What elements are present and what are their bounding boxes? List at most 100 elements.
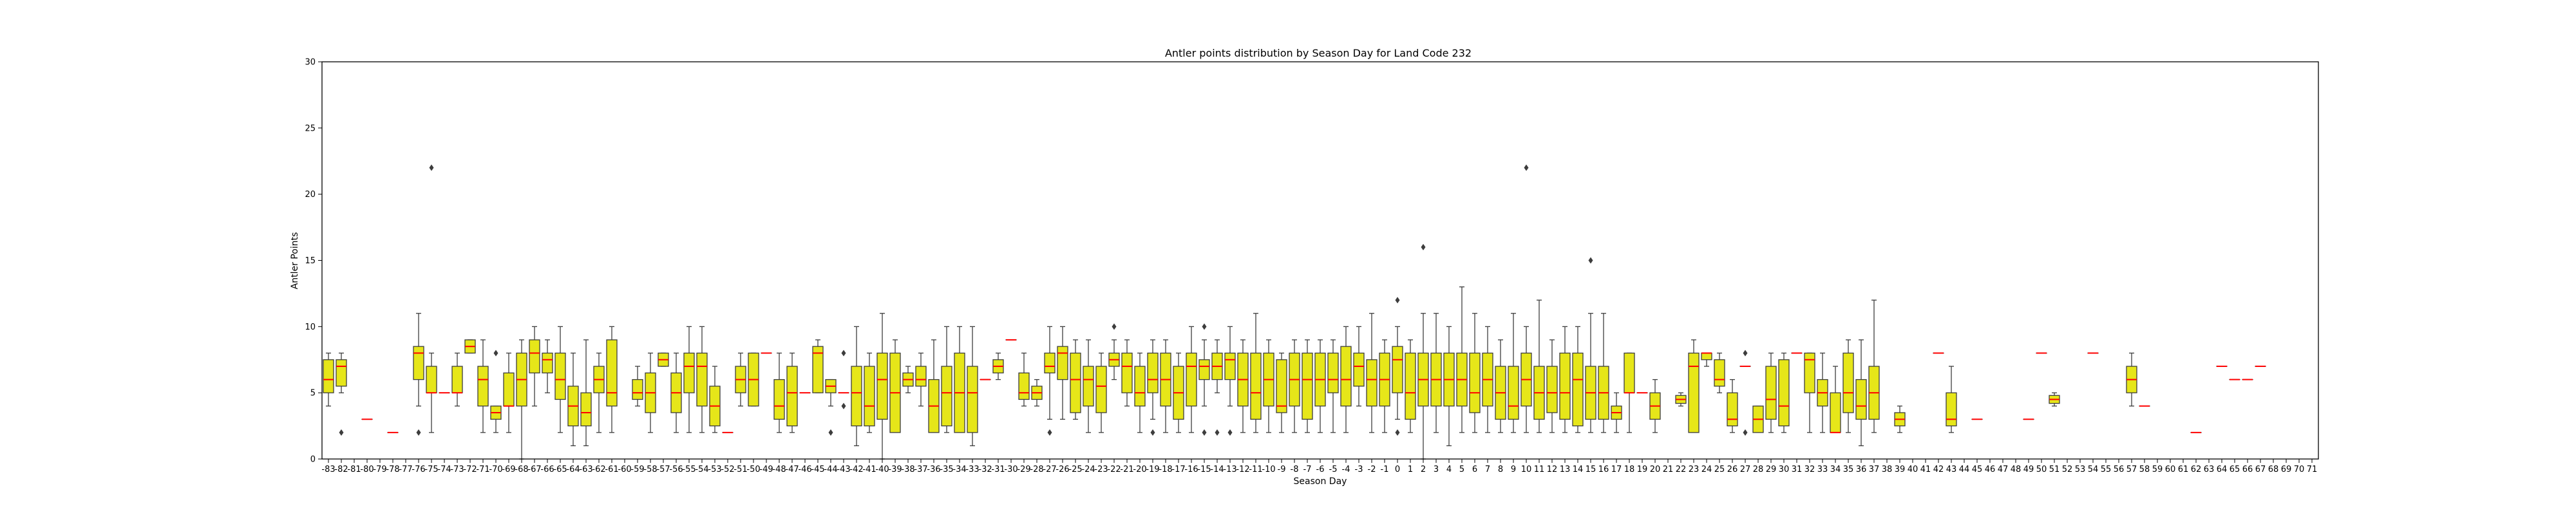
x-tick-label: 51 [2049, 465, 2060, 474]
x-axis-label: Season Day [1294, 476, 1347, 487]
box-33 [1817, 352, 1828, 433]
x-tick-label: -25 [1068, 465, 1082, 474]
box-10 [1520, 164, 1532, 433]
box--13 [1224, 326, 1236, 436]
box-body [1508, 366, 1519, 420]
x-tick-label: 12 [1547, 465, 1558, 474]
box--12 [1237, 339, 1249, 433]
x-tick-label: 70 [2294, 465, 2305, 474]
x-tick-label: -63 [579, 465, 592, 474]
box--15 [1198, 323, 1210, 436]
x-tick-label: 52 [2062, 465, 2073, 474]
box-18 [1624, 352, 1635, 433]
box-body [542, 352, 553, 373]
box--50 [748, 352, 759, 407]
x-tick-label: -6 [1316, 465, 1325, 474]
box--68 [516, 339, 527, 460]
x-tick-label: -59 [630, 465, 644, 474]
x-tick-label: -54 [695, 465, 708, 474]
outlier-point [1743, 350, 1748, 357]
box-body [1198, 359, 1210, 380]
box-body [1405, 352, 1416, 420]
box-body [336, 359, 347, 387]
x-tick-label: 26 [1727, 465, 1738, 474]
box-body [1250, 352, 1262, 420]
box-4 [1443, 326, 1455, 447]
x-tick-label: -67 [527, 465, 541, 474]
box-body [851, 366, 862, 427]
box--5 [1327, 339, 1339, 433]
x-tick-label: -52 [721, 465, 734, 474]
outlier-point [1524, 164, 1529, 171]
x-tick-label: -43 [837, 465, 850, 474]
box--26 [1057, 326, 1068, 420]
x-tick-label: -3 [1355, 465, 1363, 474]
x-tick-label: -42 [849, 465, 863, 474]
box-body [1559, 352, 1571, 420]
x-tick-label: 69 [2281, 465, 2292, 474]
box--11 [1250, 313, 1262, 433]
box-32 [1804, 352, 1815, 433]
x-tick-label: 17 [1611, 465, 1622, 474]
x-tick-label: -76 [412, 465, 425, 474]
x-tick-label: -45 [811, 465, 824, 474]
box-37 [1868, 299, 1880, 433]
outlier-point [841, 350, 846, 357]
outlier-point [1588, 257, 1593, 264]
box--82 [336, 352, 347, 436]
box--45 [812, 339, 824, 393]
box-body [632, 379, 643, 400]
box--20 [1134, 352, 1146, 433]
box-43 [1946, 366, 1957, 433]
box-body [426, 366, 437, 393]
box-body [1392, 346, 1403, 393]
box-22 [1675, 392, 1687, 407]
box--27 [1044, 326, 1056, 436]
x-tick-label: 9 [1511, 465, 1516, 474]
box--53 [709, 366, 721, 433]
outlier-point [1395, 297, 1400, 304]
x-tick-label: 62 [2191, 465, 2202, 474]
outlier-point [1150, 429, 1155, 436]
x-tick-label: 21 [1663, 465, 1674, 474]
x-tick-label: 57 [2126, 465, 2137, 474]
x-tick-label: 38 [1882, 465, 1893, 474]
x-tick-label: -65 [553, 465, 567, 474]
box-9 [1508, 313, 1519, 433]
x-tick-label: 63 [2204, 465, 2215, 474]
x-tick-label: 37 [1869, 465, 1880, 474]
box--71 [477, 339, 489, 433]
x-tick-label: 65 [2230, 465, 2240, 474]
x-tick-label: 20 [1650, 465, 1661, 474]
box-body [1688, 352, 1700, 433]
x-tick-label: -15 [1197, 465, 1211, 474]
x-tick-label: -79 [373, 465, 386, 474]
x-tick-label: 66 [2242, 465, 2253, 474]
y-axis: 0 5 10 15 20 25 30 [305, 58, 322, 465]
box--65 [554, 326, 566, 433]
box-13 [1559, 326, 1571, 433]
box--41 [864, 352, 875, 433]
box-3 [1430, 313, 1442, 433]
x-tick-label: 43 [1946, 465, 1957, 474]
box--57 [658, 352, 669, 367]
box--4 [1340, 326, 1352, 433]
box--83 [323, 352, 334, 407]
x-tick-label: 0 [1395, 465, 1400, 474]
box-body [1727, 392, 1738, 427]
x-tick-label: 6 [1472, 465, 1477, 474]
box-11 [1533, 299, 1545, 433]
x-tick-label: 10 [1521, 465, 1532, 474]
box-body [1830, 392, 1841, 433]
box--44 [825, 379, 837, 436]
box--42 [851, 326, 862, 447]
outlier-point [1421, 243, 1426, 250]
box-8 [1495, 339, 1506, 433]
box-body [1778, 359, 1790, 427]
x-tick-label: -81 [347, 465, 361, 474]
box--59 [632, 366, 643, 407]
box-body [529, 339, 540, 373]
x-tick-label: 33 [1817, 465, 1828, 474]
x-tick-label: -44 [824, 465, 837, 474]
box-body [1701, 352, 1712, 360]
